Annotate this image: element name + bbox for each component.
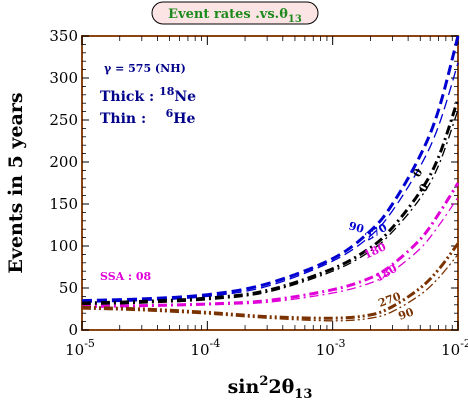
x-label-sub: 13	[294, 387, 312, 402]
axis-ticks: 0 50 100 150 200 250 300 350 10-5 10-4 10-3 10-2	[49, 27, 468, 359]
title-main: Event rates .vs.θ	[168, 7, 288, 22]
x-tick-label: 10-2	[441, 337, 468, 359]
x-label-rest: 2θ	[268, 376, 294, 398]
x-label-main: sin	[228, 376, 260, 398]
x-axis-label: sin22θ13	[228, 374, 313, 402]
series-line-6	[81, 242, 460, 320]
thin-isotope: He	[173, 111, 195, 127]
y-tick-label: 250	[49, 111, 78, 129]
svg-text:Event rates .vs.θ13: Event rates .vs.θ13	[168, 7, 302, 25]
annotation-gamma: γ = 575 (NH)	[104, 62, 186, 75]
series-line-4	[81, 182, 460, 308]
curve-label-blue-270: 270	[363, 221, 390, 244]
thin-prefix: Thin :	[100, 111, 166, 127]
y-tick-label: 50	[59, 279, 78, 297]
curve-label-magenta-180b: 180	[373, 262, 400, 285]
y-tick-label: 300	[49, 69, 78, 87]
series-line-3	[81, 109, 459, 306]
chart-title: Event rates .vs.θ13	[151, 1, 319, 25]
series-line-5	[81, 196, 459, 308]
annotation-ssa: SSA : 08	[100, 270, 152, 283]
data-curves	[81, 35, 460, 322]
y-axis-label: Events in 5 years	[5, 92, 27, 273]
thick-prefix: Thick :	[100, 89, 159, 105]
curve-label-black-0a: 0	[410, 166, 425, 179]
curve-label-magenta-180a: 180	[362, 240, 389, 262]
x-tick-label: 10-4	[190, 337, 220, 359]
y-tick-label: 150	[49, 195, 78, 213]
thick-sup: 18	[159, 85, 175, 98]
curve-label-brown-90: 90	[397, 305, 416, 323]
thin-sup: 6	[166, 107, 174, 120]
y-tick-label: 100	[49, 237, 78, 255]
series-line-2	[81, 98, 460, 305]
series-line-1	[81, 62, 459, 303]
y-tick-label: 200	[49, 153, 78, 171]
y-tick-label: 0	[68, 321, 78, 339]
annotation-thick: Thick : 18Ne	[100, 85, 196, 105]
series-line-7	[81, 253, 459, 322]
title-sub: 13	[288, 14, 302, 25]
x-label-sup: 2	[259, 374, 268, 389]
x-tick-label: 10-3	[316, 337, 346, 359]
title-box	[151, 1, 319, 25]
curve-label-blue-90: 90	[347, 219, 365, 236]
annotation-thin: Thin : 6He	[100, 107, 196, 127]
x-tick-label: 10-5	[65, 337, 95, 359]
thick-isotope: Ne	[174, 89, 196, 105]
y-tick-label: 350	[49, 27, 78, 45]
series-line-0	[81, 35, 460, 303]
